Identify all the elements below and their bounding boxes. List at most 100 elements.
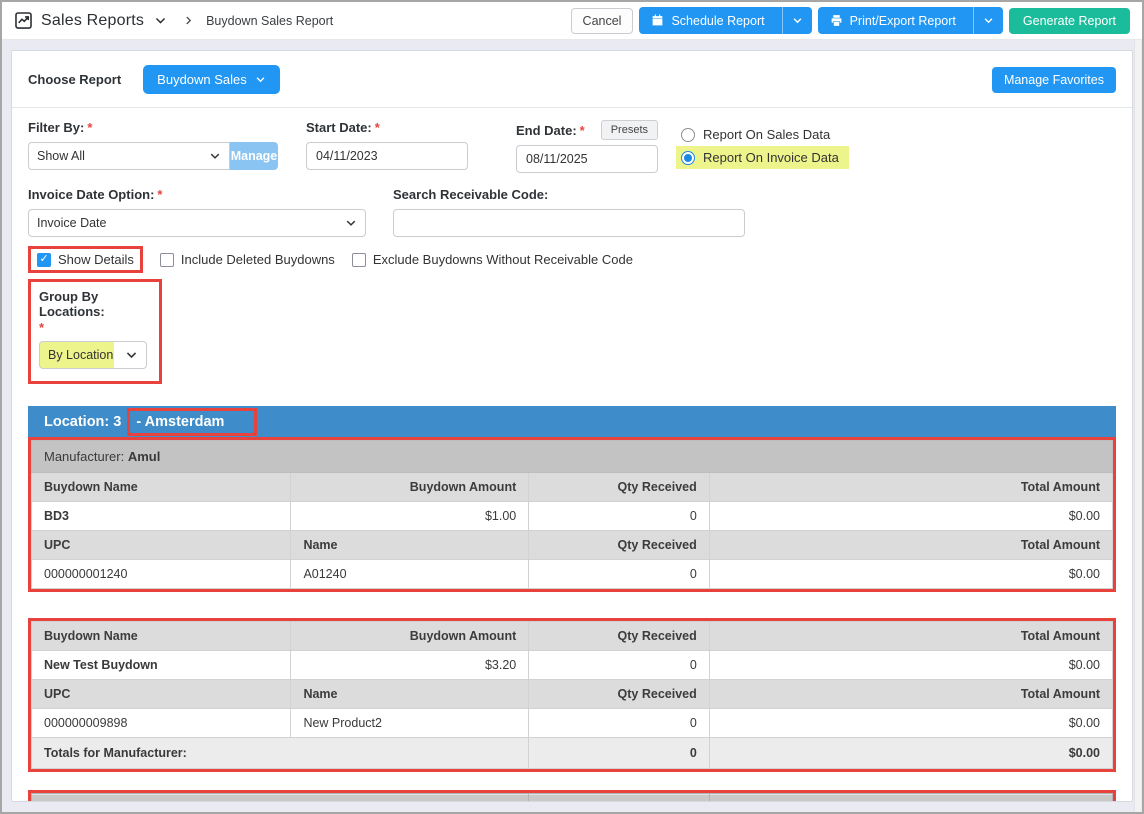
required-asterisk: * bbox=[87, 120, 93, 135]
buydown-table-2: Buydown Name Buydown Amount Qty Received… bbox=[30, 621, 1114, 769]
manage-favorites-button[interactable]: Manage Favorites bbox=[991, 66, 1116, 93]
group-by-label: Group By Locations: bbox=[39, 289, 105, 319]
filter-by-label: Filter By: bbox=[28, 120, 85, 135]
start-date-input[interactable] bbox=[306, 142, 468, 170]
choose-report-label: Choose Report bbox=[28, 72, 122, 87]
cell-buydown-name: New Test Buydown bbox=[30, 650, 292, 680]
col-buydown-name: Buydown Name bbox=[30, 621, 292, 651]
exclude-without-receivable-checkbox[interactable]: Exclude Buydowns Without Receivable Code bbox=[351, 252, 633, 267]
section-divider bbox=[12, 107, 1132, 108]
annotation-box-grand-total: Total: 0 $0.00 bbox=[28, 790, 1116, 801]
col-buydown-amount: Buydown Amount bbox=[290, 621, 530, 651]
manage-filters-button[interactable]: Manage bbox=[230, 142, 278, 170]
content-area: Choose Report Buydown Sales Manage Favor… bbox=[2, 40, 1142, 812]
cell-total-amount: $0.00 bbox=[708, 559, 1114, 589]
col-name: Name bbox=[290, 530, 530, 560]
group-by-locations-annotated-section: Group By Locations: * By Location bbox=[28, 279, 162, 384]
presets-button[interactable]: Presets bbox=[600, 120, 658, 140]
cell-buydown-name: BD3 bbox=[30, 501, 292, 531]
manufacturer-label: Manufacturer: bbox=[44, 449, 125, 464]
required-asterisk: * bbox=[157, 187, 163, 202]
col-buydown-amount: Buydown Amount bbox=[290, 472, 530, 502]
cell-buydown-amount: $1.00 bbox=[290, 501, 530, 531]
totals-amount: $0.00 bbox=[708, 737, 1114, 769]
col-qty-received: Qty Received bbox=[528, 621, 710, 651]
scrollbar[interactable] bbox=[1134, 40, 1141, 812]
annotation-box-buydown-table-1: Manufacturer: Amul Buydown Name Buydown … bbox=[28, 437, 1116, 592]
radio-invoice-label: Report On Invoice Data bbox=[703, 150, 839, 165]
col-total-amount: Total Amount bbox=[708, 530, 1114, 560]
filter-by-field: Filter By: * Show All Manage bbox=[28, 120, 278, 170]
cell-buydown-amount: $3.20 bbox=[290, 650, 530, 680]
col-qty-received: Qty Received bbox=[528, 472, 710, 502]
grand-total-row: Total: 0 $0.00 bbox=[30, 793, 1114, 801]
radio-report-on-invoice[interactable]: Report On Invoice Data bbox=[676, 146, 849, 169]
col-upc: UPC bbox=[30, 530, 292, 560]
col-buydown-name: Buydown Name bbox=[30, 472, 292, 502]
manufacturer-row: Manufacturer: Amul bbox=[31, 440, 1113, 473]
printer-icon bbox=[830, 14, 843, 27]
col-upc: UPC bbox=[30, 679, 292, 709]
schedule-report-label: Schedule Report bbox=[671, 13, 765, 28]
print-export-button[interactable]: Print/Export Report bbox=[817, 7, 1003, 34]
start-date-field: Start Date: * bbox=[306, 120, 468, 170]
end-date-field: End Date: * Presets bbox=[516, 120, 658, 173]
col-qty-received: Qty Received bbox=[528, 679, 710, 709]
cell-total-amount: $0.00 bbox=[708, 650, 1114, 680]
show-details-checkbox[interactable]: Show Details bbox=[28, 246, 143, 273]
table-header-row: Buydown Name Buydown Amount Qty Received… bbox=[30, 472, 1114, 502]
upc-header-row: UPC Name Qty Received Total Amount bbox=[30, 679, 1114, 709]
radio-report-on-sales[interactable]: Report On Sales Data bbox=[676, 123, 849, 146]
report-type-select[interactable]: Buydown Sales bbox=[143, 65, 280, 94]
calendar-icon bbox=[651, 14, 664, 27]
show-details-label: Show Details bbox=[58, 252, 134, 267]
buydown-data-row: BD3 $1.00 0 $0.00 bbox=[30, 501, 1114, 531]
cell-name: New Product2 bbox=[290, 708, 530, 738]
search-receivable-input[interactable] bbox=[393, 209, 745, 237]
cell-total-amount: $0.00 bbox=[708, 708, 1114, 738]
page-title: Sales Reports bbox=[41, 11, 145, 29]
cancel-button[interactable]: Cancel bbox=[570, 7, 634, 34]
checkbox-unchecked-icon bbox=[159, 252, 174, 267]
required-asterisk: * bbox=[579, 122, 585, 138]
report-results: Location: 3 - Amsterdam Manufacturer: Am… bbox=[28, 406, 1116, 801]
filter-by-select[interactable]: Show All bbox=[28, 142, 230, 170]
schedule-report-button[interactable]: Schedule Report bbox=[639, 7, 812, 34]
required-asterisk: * bbox=[39, 320, 45, 335]
chevron-down-icon bbox=[255, 74, 266, 85]
end-date-input[interactable] bbox=[516, 145, 658, 173]
cell-qty-received: 0 bbox=[528, 650, 710, 680]
search-receivable-field: Search Receivable Code: bbox=[393, 187, 745, 237]
col-total-amount: Total Amount bbox=[708, 621, 1114, 651]
cell-upc: 000000009898 bbox=[30, 708, 292, 738]
buydown-data-row: New Test Buydown $3.20 0 $0.00 bbox=[30, 650, 1114, 680]
generate-report-button[interactable]: Generate Report bbox=[1008, 7, 1130, 34]
include-deleted-buydowns-checkbox[interactable]: Include Deleted Buydowns bbox=[159, 252, 335, 267]
top-header: Sales Reports Buydown Sales Report Cance… bbox=[2, 2, 1142, 40]
invoice-date-option-select[interactable]: Invoice Date bbox=[28, 209, 366, 237]
group-by-locations-select[interactable]: By Location bbox=[39, 341, 147, 369]
checkbox-checked-icon bbox=[37, 252, 51, 267]
cell-upc: 000000001240 bbox=[30, 559, 292, 589]
location-header-bar: Location: 3 - Amsterdam bbox=[28, 406, 1116, 437]
invoice-date-option-field: Invoice Date Option: * Invoice Date bbox=[28, 187, 366, 237]
breadcrumb-current: Buydown Sales Report bbox=[206, 13, 334, 28]
header-actions: Cancel Schedule Report Print/Ex bbox=[570, 7, 1130, 34]
invoice-date-option-label: Invoice Date Option: bbox=[28, 187, 155, 202]
print-export-dropdown-caret[interactable] bbox=[972, 7, 1003, 34]
start-date-label: Start Date: bbox=[306, 120, 372, 135]
schedule-report-dropdown-caret[interactable] bbox=[781, 7, 812, 34]
report-type-label: Buydown Sales bbox=[157, 72, 247, 87]
options-checkbox-row: Show Details Include Deleted Buydowns Ex… bbox=[28, 246, 1116, 273]
upc-header-row: UPC Name Qty Received Total Amount bbox=[30, 530, 1114, 560]
chart-line-icon bbox=[14, 11, 33, 30]
search-receivable-label: Search Receivable Code: bbox=[393, 187, 549, 202]
upc-data-row: 000000009898 New Product2 0 $0.00 bbox=[30, 708, 1114, 738]
col-total-amount: Total Amount bbox=[708, 679, 1114, 709]
upc-data-row: 000000001240 A01240 0 $0.00 bbox=[30, 559, 1114, 589]
col-name: Name bbox=[290, 679, 530, 709]
chevron-down-icon[interactable] bbox=[154, 14, 167, 27]
col-qty-received: Qty Received bbox=[528, 530, 710, 560]
totals-label: Totals for Manufacturer: bbox=[30, 737, 530, 769]
